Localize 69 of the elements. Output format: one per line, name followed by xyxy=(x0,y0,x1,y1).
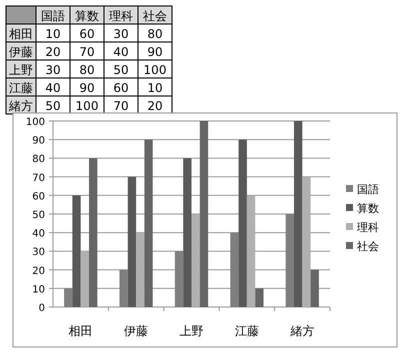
bar xyxy=(286,214,294,307)
x-tick-label: 相田 xyxy=(68,324,93,338)
y-tick-label: 60 xyxy=(32,191,45,202)
y-tick-label: 30 xyxy=(32,247,45,258)
bar xyxy=(136,232,144,307)
bar xyxy=(238,140,247,307)
data-label: 20 xyxy=(45,45,61,59)
bar xyxy=(246,195,256,307)
bar xyxy=(294,121,302,307)
data-label: 90 xyxy=(147,45,163,59)
y-tick-label: 40 xyxy=(32,228,45,240)
bar xyxy=(128,176,136,307)
bar xyxy=(119,270,128,307)
bar xyxy=(80,251,90,307)
x-tick-label: 国語 xyxy=(41,9,65,23)
y-tick-label: 相田 xyxy=(9,27,33,41)
bar xyxy=(200,121,208,307)
data-label: 30 xyxy=(45,63,61,77)
bar xyxy=(89,158,98,307)
data-label: 30 xyxy=(113,27,129,41)
bar xyxy=(72,195,81,307)
x-tick-label: 伊藤 xyxy=(124,324,148,338)
data-label: 70 xyxy=(79,45,95,59)
bar xyxy=(255,288,264,307)
y-tick-label: 緒方 xyxy=(8,99,33,113)
data-label: 70 xyxy=(113,99,129,113)
x-tick-label: 江藤 xyxy=(234,324,259,338)
bar xyxy=(310,270,319,307)
x-tick-label: 算数 xyxy=(75,9,99,23)
y-tick-label: 上野 xyxy=(9,63,33,77)
data-label: 40 xyxy=(45,81,61,95)
y-tick-label: 100 xyxy=(26,117,45,128)
data-label: 80 xyxy=(147,27,163,41)
legend-label: 算数 xyxy=(357,202,379,215)
y-tick-label: 0 xyxy=(38,303,45,314)
data-label: 100 xyxy=(144,63,166,77)
y-tick-label: 80 xyxy=(32,154,45,166)
bar xyxy=(230,232,239,307)
x-tick-label: 上野 xyxy=(180,324,204,338)
y-tick-label: 90 xyxy=(32,136,45,147)
y-tick-label: 伊藤 xyxy=(9,45,33,59)
x-tick-label: 社会 xyxy=(143,9,167,23)
bar xyxy=(64,288,72,307)
y-tick-label: 20 xyxy=(32,266,45,277)
data-label: 40 xyxy=(113,45,129,59)
x-tick-label: 理科 xyxy=(109,9,133,23)
bar xyxy=(192,214,200,307)
data-label: 50 xyxy=(113,63,129,77)
x-tick-label: 緒方 xyxy=(289,324,314,338)
data-label: 10 xyxy=(147,81,163,95)
data-label: 20 xyxy=(147,99,163,113)
data-label: 60 xyxy=(79,27,95,41)
y-tick-label: 70 xyxy=(32,172,45,184)
legend-label: 理科 xyxy=(357,221,379,234)
bar xyxy=(144,140,153,307)
bar xyxy=(302,176,311,307)
y-tick-label: 10 xyxy=(32,284,45,296)
data-label: 60 xyxy=(113,81,129,95)
data-label: 90 xyxy=(79,81,95,95)
data-label: 10 xyxy=(45,27,61,41)
legend-label: 国語 xyxy=(357,183,379,196)
data-label: 100 xyxy=(76,99,98,113)
bar xyxy=(183,158,192,307)
bar xyxy=(174,251,184,307)
data-label: 50 xyxy=(45,99,61,113)
y-tick-label: 江藤 xyxy=(9,81,33,95)
data-label: 80 xyxy=(79,63,95,77)
legend-label: 社会 xyxy=(357,240,379,253)
y-tick-label: 50 xyxy=(32,210,45,221)
